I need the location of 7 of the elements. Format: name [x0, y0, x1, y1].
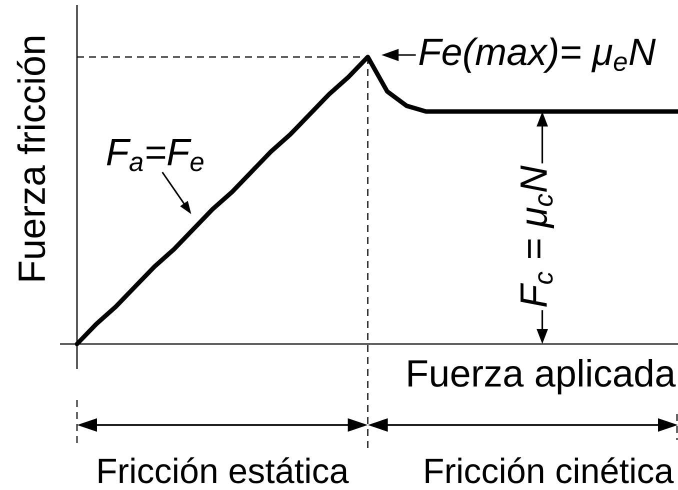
annotation: F$_{a}$=F$_{e}$ — [106, 139, 204, 172]
annotation: F$_{c}$ = μ$_{c}$N — [520, 166, 554, 307]
x-axis-title: Fuerza aplicada — [408, 358, 676, 394]
text: Fricción estática — [98, 457, 349, 484]
text: Fricción cinética — [426, 457, 674, 484]
y-axis-title: Fuerza fricción — [16, 36, 46, 280]
annotation: Fe(max)= μ$_{e}$N — [419, 37, 656, 73]
